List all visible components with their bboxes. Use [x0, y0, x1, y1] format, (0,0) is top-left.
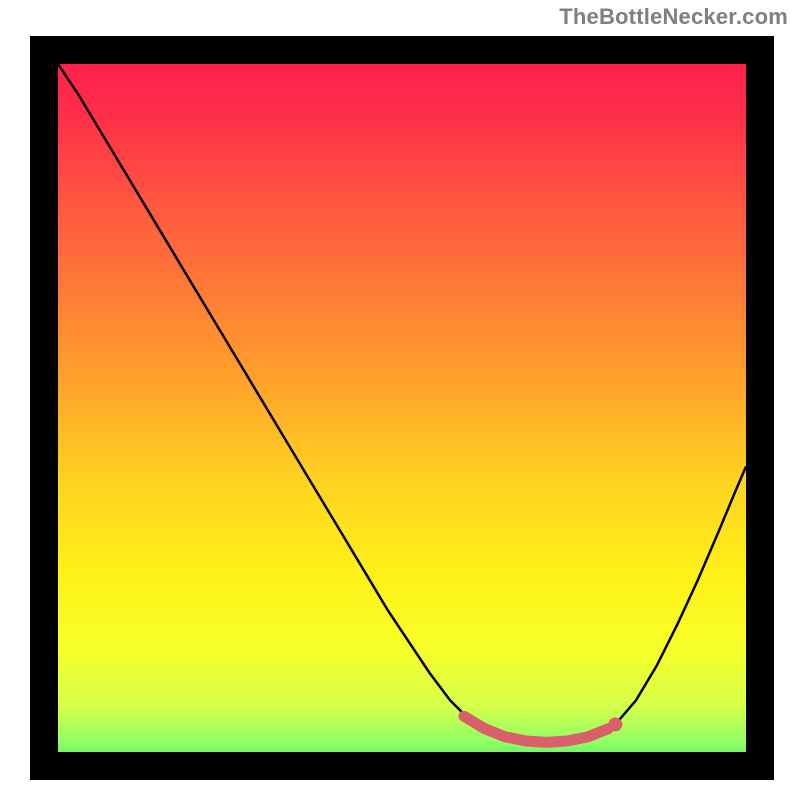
attribution-label: TheBottleNecker.com — [559, 4, 788, 30]
gradient-background — [30, 36, 774, 780]
plot-frame — [30, 36, 774, 780]
chart-canvas: TheBottleNecker.com — [0, 0, 800, 800]
